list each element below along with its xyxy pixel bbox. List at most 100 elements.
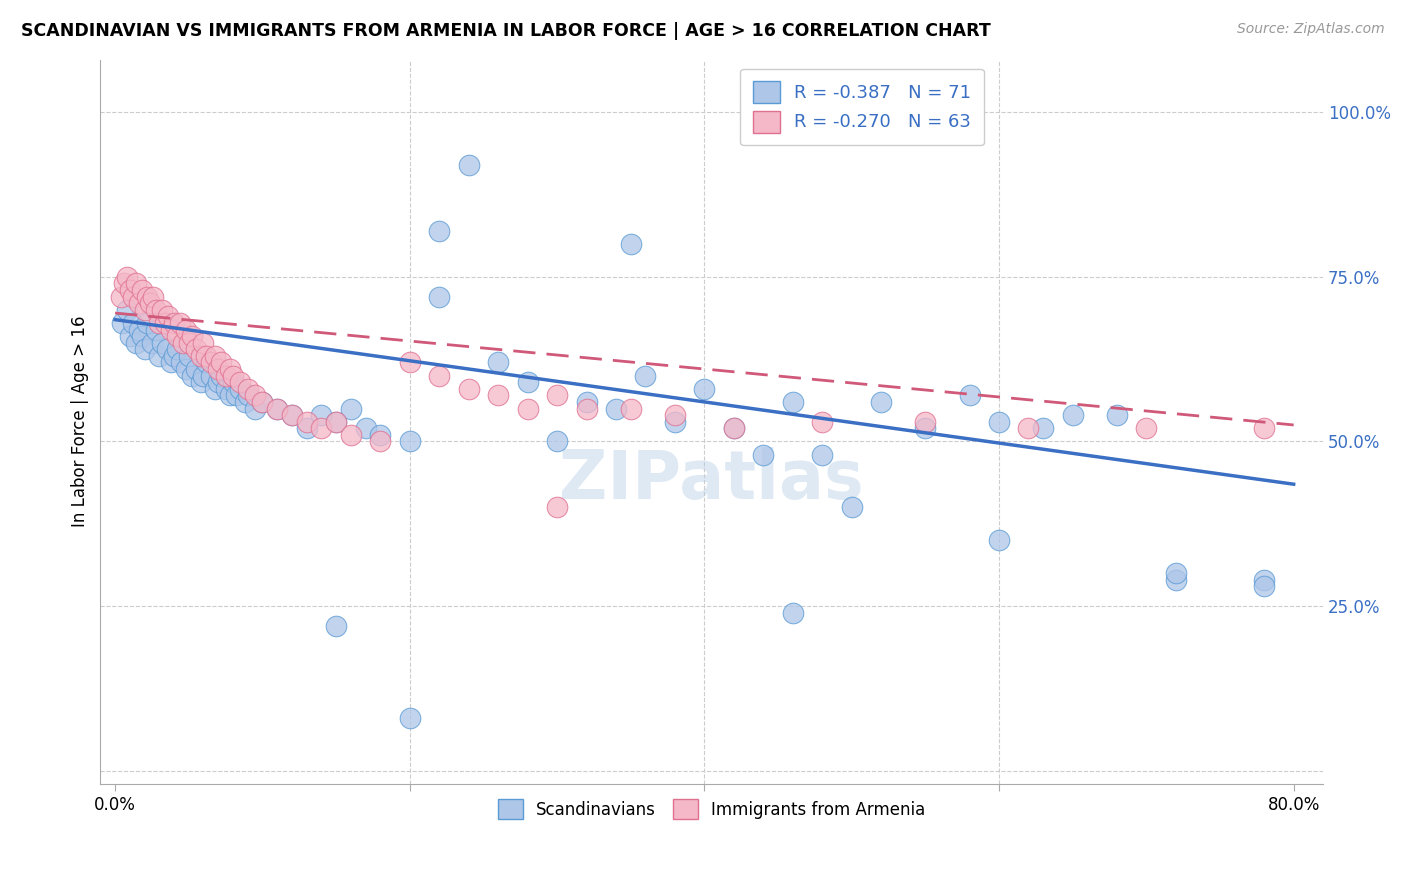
Point — [184, 362, 207, 376]
Point — [160, 322, 183, 336]
Point — [177, 335, 200, 350]
Point — [214, 368, 236, 383]
Point — [134, 302, 156, 317]
Point — [222, 375, 245, 389]
Point — [134, 343, 156, 357]
Point — [195, 355, 218, 369]
Point — [233, 395, 256, 409]
Point — [620, 401, 643, 416]
Point — [1253, 579, 1275, 593]
Point — [398, 355, 420, 369]
Point — [295, 415, 318, 429]
Point — [782, 395, 804, 409]
Point — [325, 415, 347, 429]
Point — [281, 408, 304, 422]
Point — [723, 421, 745, 435]
Point — [988, 415, 1011, 429]
Point — [111, 316, 134, 330]
Point — [207, 375, 229, 389]
Point — [516, 401, 538, 416]
Point — [457, 382, 479, 396]
Point — [243, 401, 266, 416]
Point — [236, 382, 259, 396]
Point — [148, 316, 170, 330]
Point — [112, 277, 135, 291]
Point — [128, 322, 150, 336]
Point — [190, 375, 212, 389]
Point — [693, 382, 716, 396]
Point — [163, 316, 186, 330]
Point — [575, 395, 598, 409]
Point — [782, 606, 804, 620]
Point — [243, 388, 266, 402]
Point — [157, 310, 180, 324]
Point — [811, 415, 834, 429]
Point — [125, 335, 148, 350]
Point — [148, 349, 170, 363]
Point — [427, 224, 450, 238]
Point — [225, 388, 247, 402]
Point — [427, 368, 450, 383]
Point — [575, 401, 598, 416]
Point — [295, 421, 318, 435]
Point — [121, 316, 143, 330]
Point — [150, 335, 173, 350]
Point — [131, 283, 153, 297]
Point — [1135, 421, 1157, 435]
Point — [118, 329, 141, 343]
Point — [252, 395, 274, 409]
Point — [156, 343, 179, 357]
Point — [166, 343, 188, 357]
Point — [190, 349, 212, 363]
Point — [139, 296, 162, 310]
Point — [516, 375, 538, 389]
Point — [204, 382, 226, 396]
Point — [266, 401, 288, 416]
Point — [166, 329, 188, 343]
Point — [184, 343, 207, 357]
Point — [229, 382, 252, 396]
Point — [546, 434, 568, 449]
Point — [1062, 408, 1084, 422]
Point — [128, 296, 150, 310]
Point — [281, 408, 304, 422]
Point — [145, 322, 167, 336]
Point — [605, 401, 627, 416]
Point — [193, 335, 215, 350]
Point — [150, 302, 173, 317]
Point — [252, 395, 274, 409]
Point — [219, 362, 242, 376]
Point — [325, 415, 347, 429]
Point — [1253, 421, 1275, 435]
Point — [153, 316, 176, 330]
Point — [180, 368, 202, 383]
Text: Source: ZipAtlas.com: Source: ZipAtlas.com — [1237, 22, 1385, 37]
Point — [914, 415, 936, 429]
Point — [723, 421, 745, 435]
Point — [811, 448, 834, 462]
Point — [266, 401, 288, 416]
Point — [219, 388, 242, 402]
Point — [170, 355, 193, 369]
Point — [368, 427, 391, 442]
Point — [115, 269, 138, 284]
Point — [752, 448, 775, 462]
Point — [136, 289, 159, 303]
Point — [118, 283, 141, 297]
Point — [620, 236, 643, 251]
Point — [204, 349, 226, 363]
Point — [311, 408, 333, 422]
Point — [174, 362, 197, 376]
Point — [1253, 573, 1275, 587]
Point — [1164, 566, 1187, 580]
Point — [141, 335, 163, 350]
Text: ZIPatlas: ZIPatlas — [560, 447, 865, 513]
Point — [368, 434, 391, 449]
Y-axis label: In Labor Force | Age > 16: In Labor Force | Age > 16 — [72, 316, 89, 527]
Point — [195, 349, 218, 363]
Point — [209, 355, 232, 369]
Point — [200, 368, 222, 383]
Point — [486, 388, 509, 402]
Point — [398, 711, 420, 725]
Point — [634, 368, 657, 383]
